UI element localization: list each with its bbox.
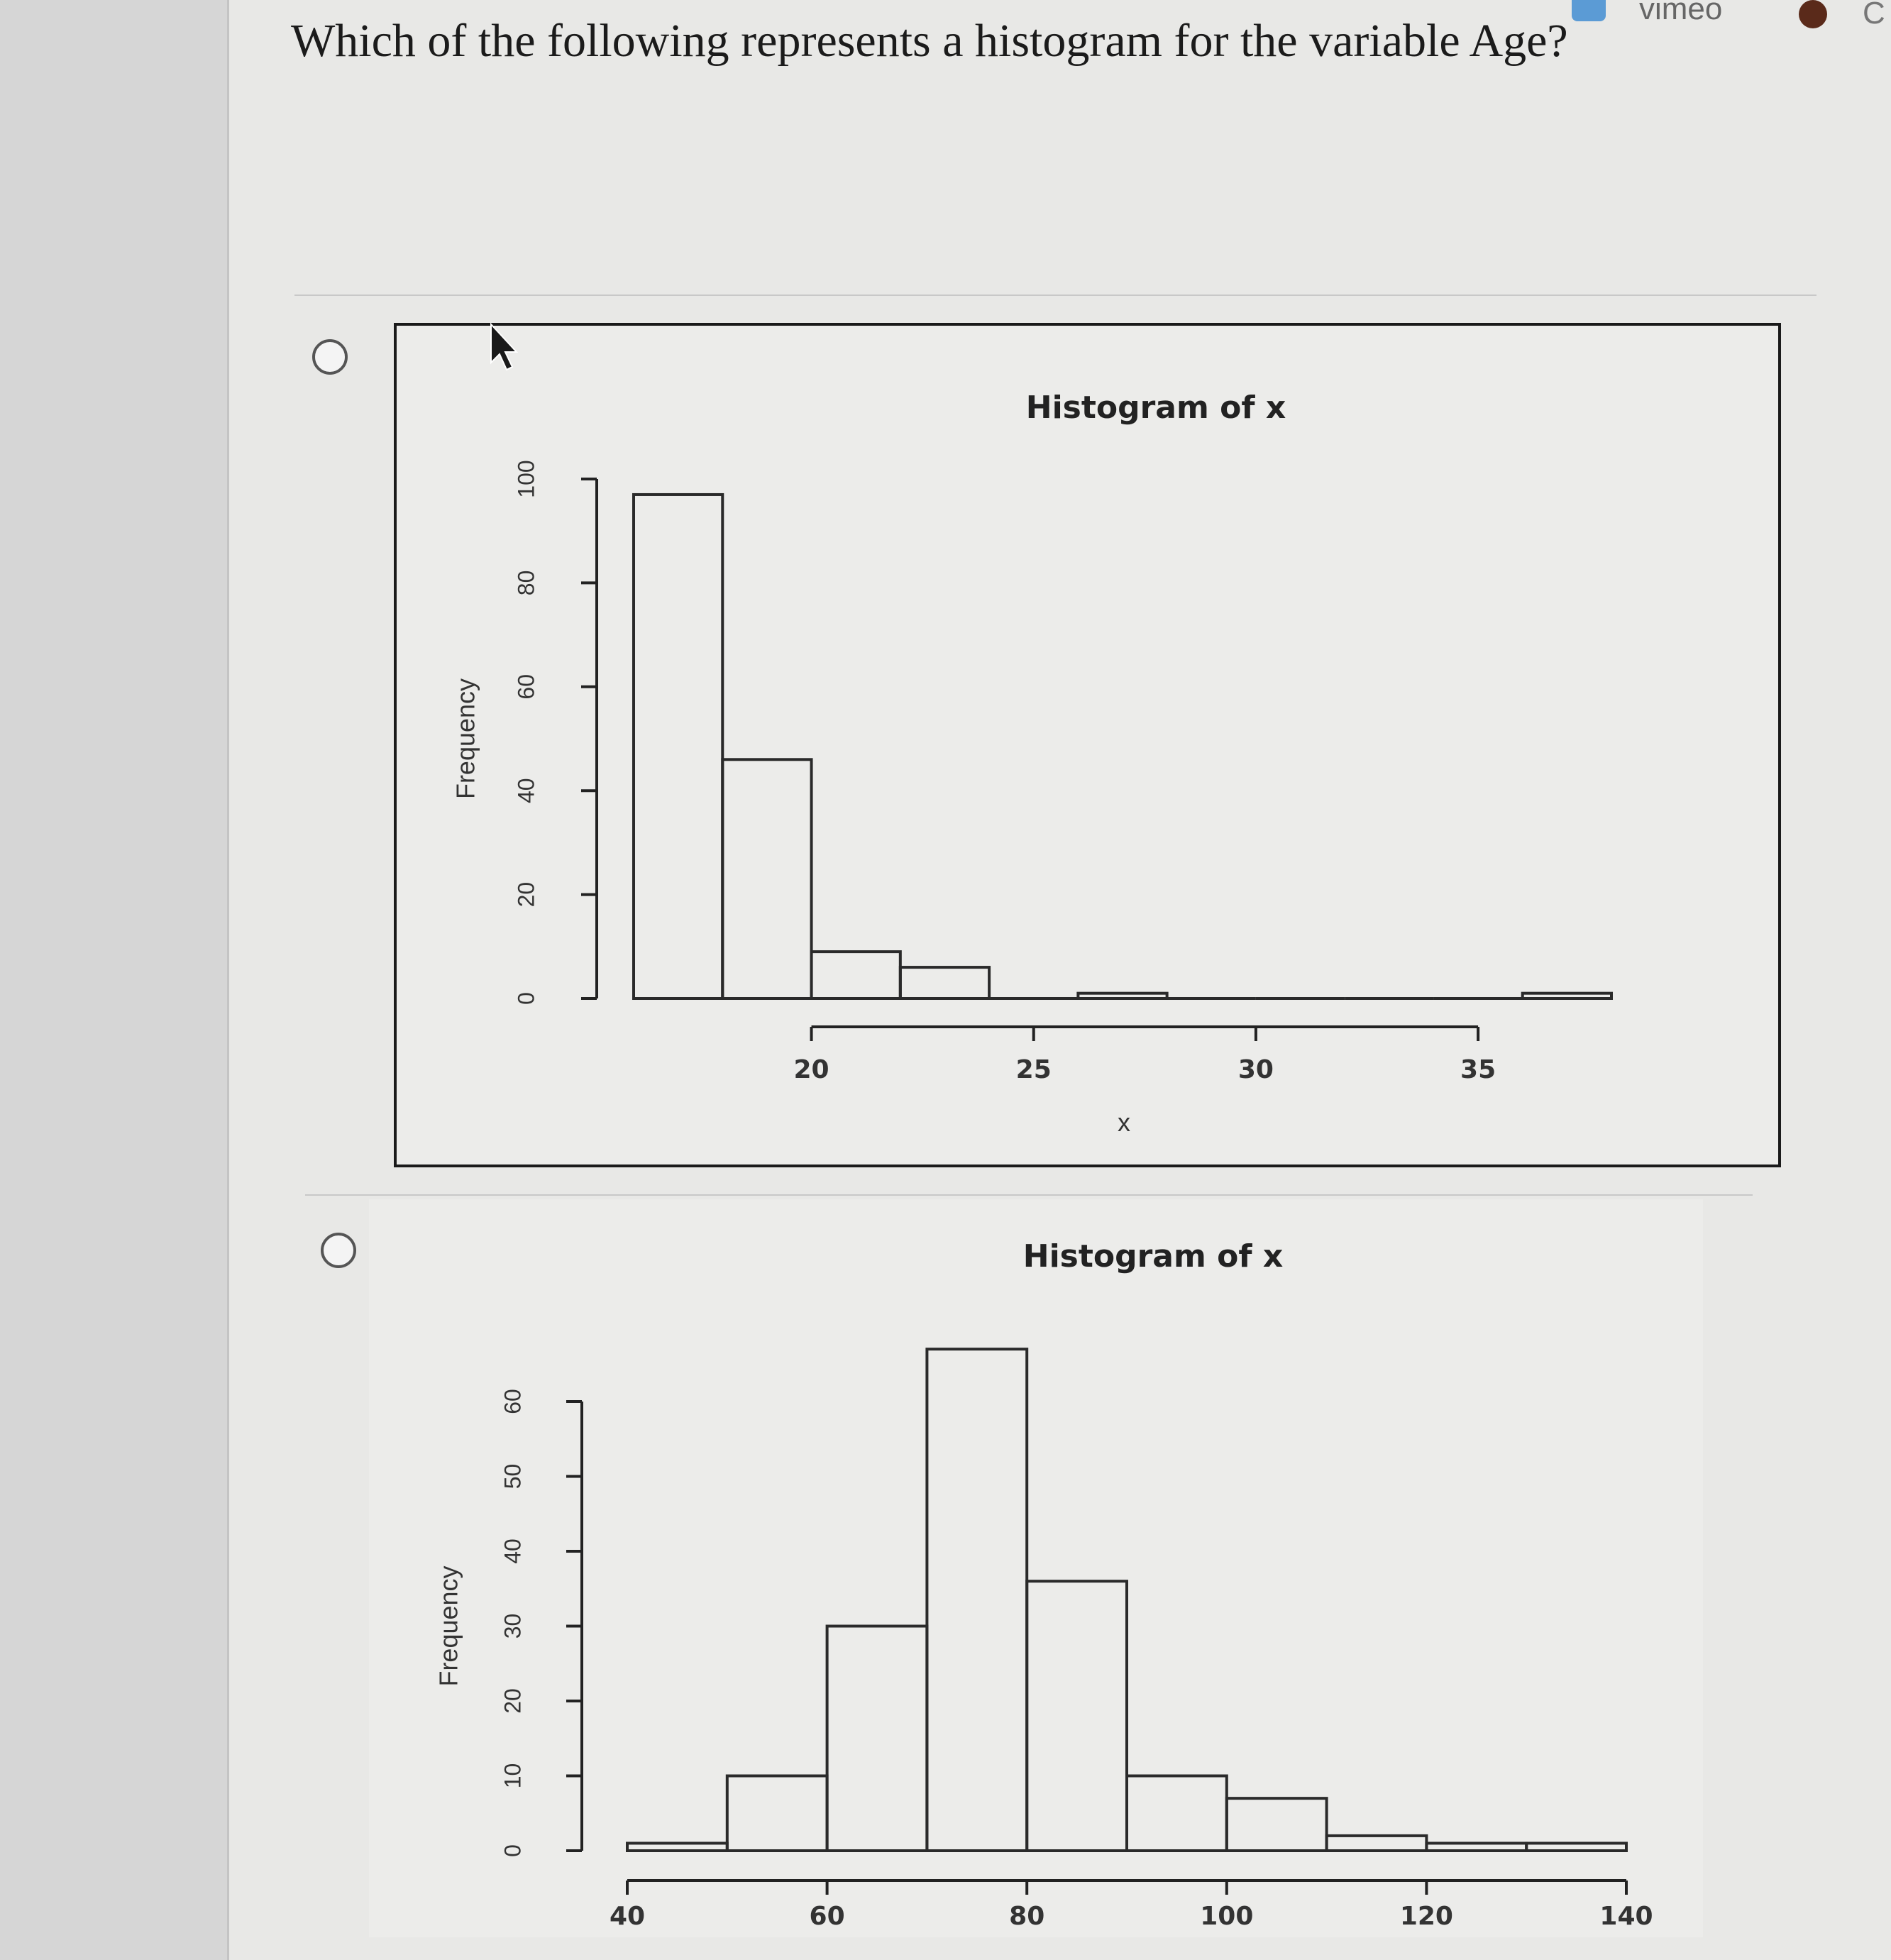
x-tick-label: 35 xyxy=(1460,1055,1496,1084)
x-tick-label: 120 xyxy=(1400,1902,1453,1931)
page-margin xyxy=(0,0,227,1960)
histogram-bar xyxy=(1225,1797,1328,1853)
x-tick-label: 20 xyxy=(793,1055,829,1084)
option-chart-2[interactable]: Histogram of x 0 10 20 30 40 50 60 Frequency 40 60… xyxy=(369,1199,1703,1937)
y-tick-label: 60 xyxy=(500,1389,525,1414)
y-tick-label: 20 xyxy=(500,1688,525,1714)
x-axis-label: x xyxy=(1118,1108,1130,1137)
y-axis-label: Frequency xyxy=(451,678,480,799)
histogram-bar xyxy=(1525,1841,1628,1853)
option-radio-1[interactable] xyxy=(312,339,348,375)
histogram-chart-1: Histogram of x 0 20 40 60 80 100 Frequency 20 25 3… xyxy=(451,390,1614,1137)
vimeo-link[interactable]: vimeo xyxy=(1639,0,1723,26)
histogram-bar xyxy=(626,1841,729,1853)
histogram-bar xyxy=(632,492,724,1000)
toolbar-extra-text[interactable]: C xyxy=(1863,0,1885,31)
histogram-bar xyxy=(810,950,902,1000)
y-tick-label: 20 xyxy=(513,882,539,908)
y-tick-label: 10 xyxy=(500,1763,525,1789)
histogram-bar xyxy=(825,1624,929,1852)
histogram-chart-2: Histogram of x 0 10 20 30 40 50 60 Frequency 40 60… xyxy=(434,1238,1653,1931)
y-tick-label: 100 xyxy=(513,460,539,497)
histogram-bar xyxy=(1325,1834,1428,1853)
chart-title: Histogram of x xyxy=(1023,1238,1283,1274)
histogram-bar xyxy=(898,966,991,1001)
histogram-bar xyxy=(1521,991,1614,1000)
option-radio-2[interactable] xyxy=(321,1233,356,1268)
histogram-bar xyxy=(1025,1580,1129,1852)
histogram-bar xyxy=(721,758,813,1001)
y-tick-label: 40 xyxy=(513,778,539,803)
option-divider xyxy=(294,294,1816,296)
x-tick-label: 30 xyxy=(1238,1055,1274,1084)
y-tick-label: 80 xyxy=(513,571,539,596)
histogram-bar xyxy=(1076,991,1169,1000)
y-tick-label: 0 xyxy=(500,1844,525,1857)
option-chart-1[interactable]: Histogram of x 0 20 40 60 80 100 Frequency 20 25 3… xyxy=(394,323,1781,1167)
x-tick-label: 25 xyxy=(1016,1055,1052,1084)
histogram-bar xyxy=(925,1348,1029,1852)
option-divider xyxy=(305,1194,1753,1196)
x-tick-label: 80 xyxy=(1009,1902,1044,1931)
y-axis-label: Frequency xyxy=(434,1565,463,1686)
histogram-bar xyxy=(1425,1841,1528,1853)
x-tick-label: 140 xyxy=(1599,1902,1653,1931)
histogram-bar xyxy=(725,1774,829,1852)
y-tick-label: 40 xyxy=(500,1538,525,1564)
y-tick-label: 50 xyxy=(500,1464,525,1490)
y-tick-label: 30 xyxy=(500,1614,525,1639)
vimeo-badge-icon[interactable] xyxy=(1572,0,1606,21)
histogram-bar xyxy=(1125,1774,1228,1852)
x-tick-label: 40 xyxy=(610,1902,645,1931)
mouse-cursor-icon xyxy=(490,323,518,371)
chart-title: Histogram of x xyxy=(1026,390,1286,426)
y-tick-label: 0 xyxy=(513,992,539,1005)
y-tick-label: 60 xyxy=(513,674,539,700)
question-text: Which of the following represents a hist… xyxy=(291,15,1568,67)
x-tick-label: 60 xyxy=(810,1902,845,1931)
x-tick-label: 100 xyxy=(1200,1902,1253,1931)
extension-icon[interactable] xyxy=(1799,0,1827,28)
